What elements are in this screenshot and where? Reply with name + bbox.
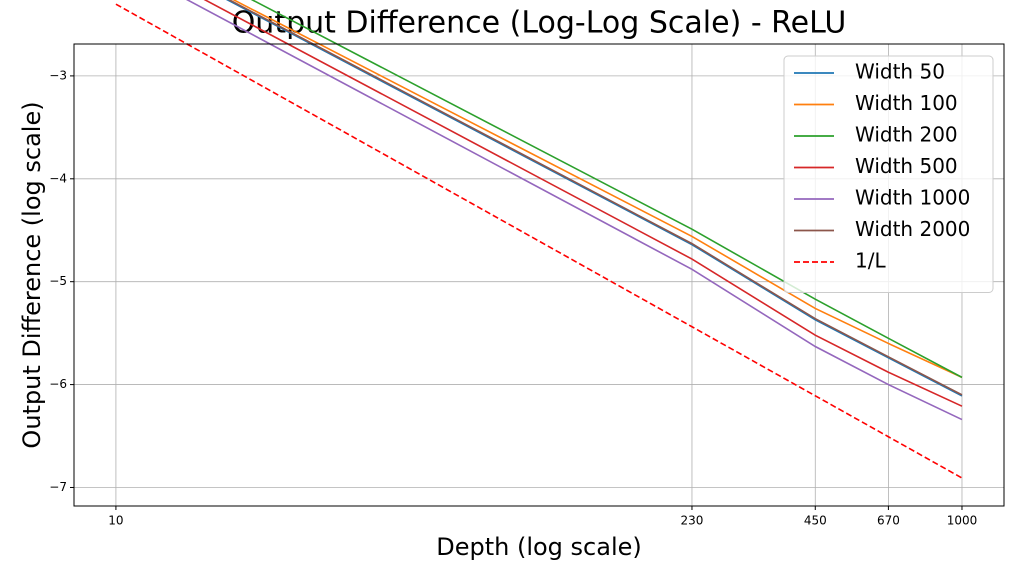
x-tick-label: 450 <box>804 514 827 528</box>
y-tick-label: −6 <box>49 377 67 391</box>
legend-label: Width 50 <box>855 60 945 84</box>
y-tick-label: −3 <box>49 68 67 82</box>
x-axis-label: Depth (log scale) <box>436 533 642 561</box>
x-tick-label: 1000 <box>947 514 978 528</box>
chart-title: Output Difference (Log-Log Scale) - ReLU <box>232 6 847 41</box>
data-line <box>250 0 963 379</box>
data-line <box>232 0 963 379</box>
data-line <box>185 0 963 421</box>
data-line <box>203 0 963 407</box>
data-line <box>225 0 963 397</box>
legend-label: 1/L <box>855 249 886 273</box>
data-line <box>115 3 963 479</box>
legend: Width 50 Width 100 Width 200 Width 500 Width… <box>783 55 994 293</box>
data-line <box>227 0 963 396</box>
legend-label: Width 1000 <box>855 186 970 210</box>
legend-label: Width 500 <box>855 154 958 178</box>
y-tick-label: −5 <box>49 274 67 288</box>
legend-label: Width 200 <box>855 123 958 147</box>
legend-label: Width 100 <box>855 91 958 115</box>
y-tick-label: −7 <box>49 480 67 494</box>
legend-box <box>783 55 994 293</box>
y-axis-label: Output Difference (log scale) <box>18 101 46 448</box>
plot-frame <box>73 43 1005 507</box>
x-tick-label: 10 <box>108 514 123 528</box>
y-tick-label: −4 <box>49 171 67 185</box>
x-tick-label: 230 <box>681 514 704 528</box>
legend-label: Width 2000 <box>855 217 970 241</box>
x-tick-label: 670 <box>877 514 900 528</box>
